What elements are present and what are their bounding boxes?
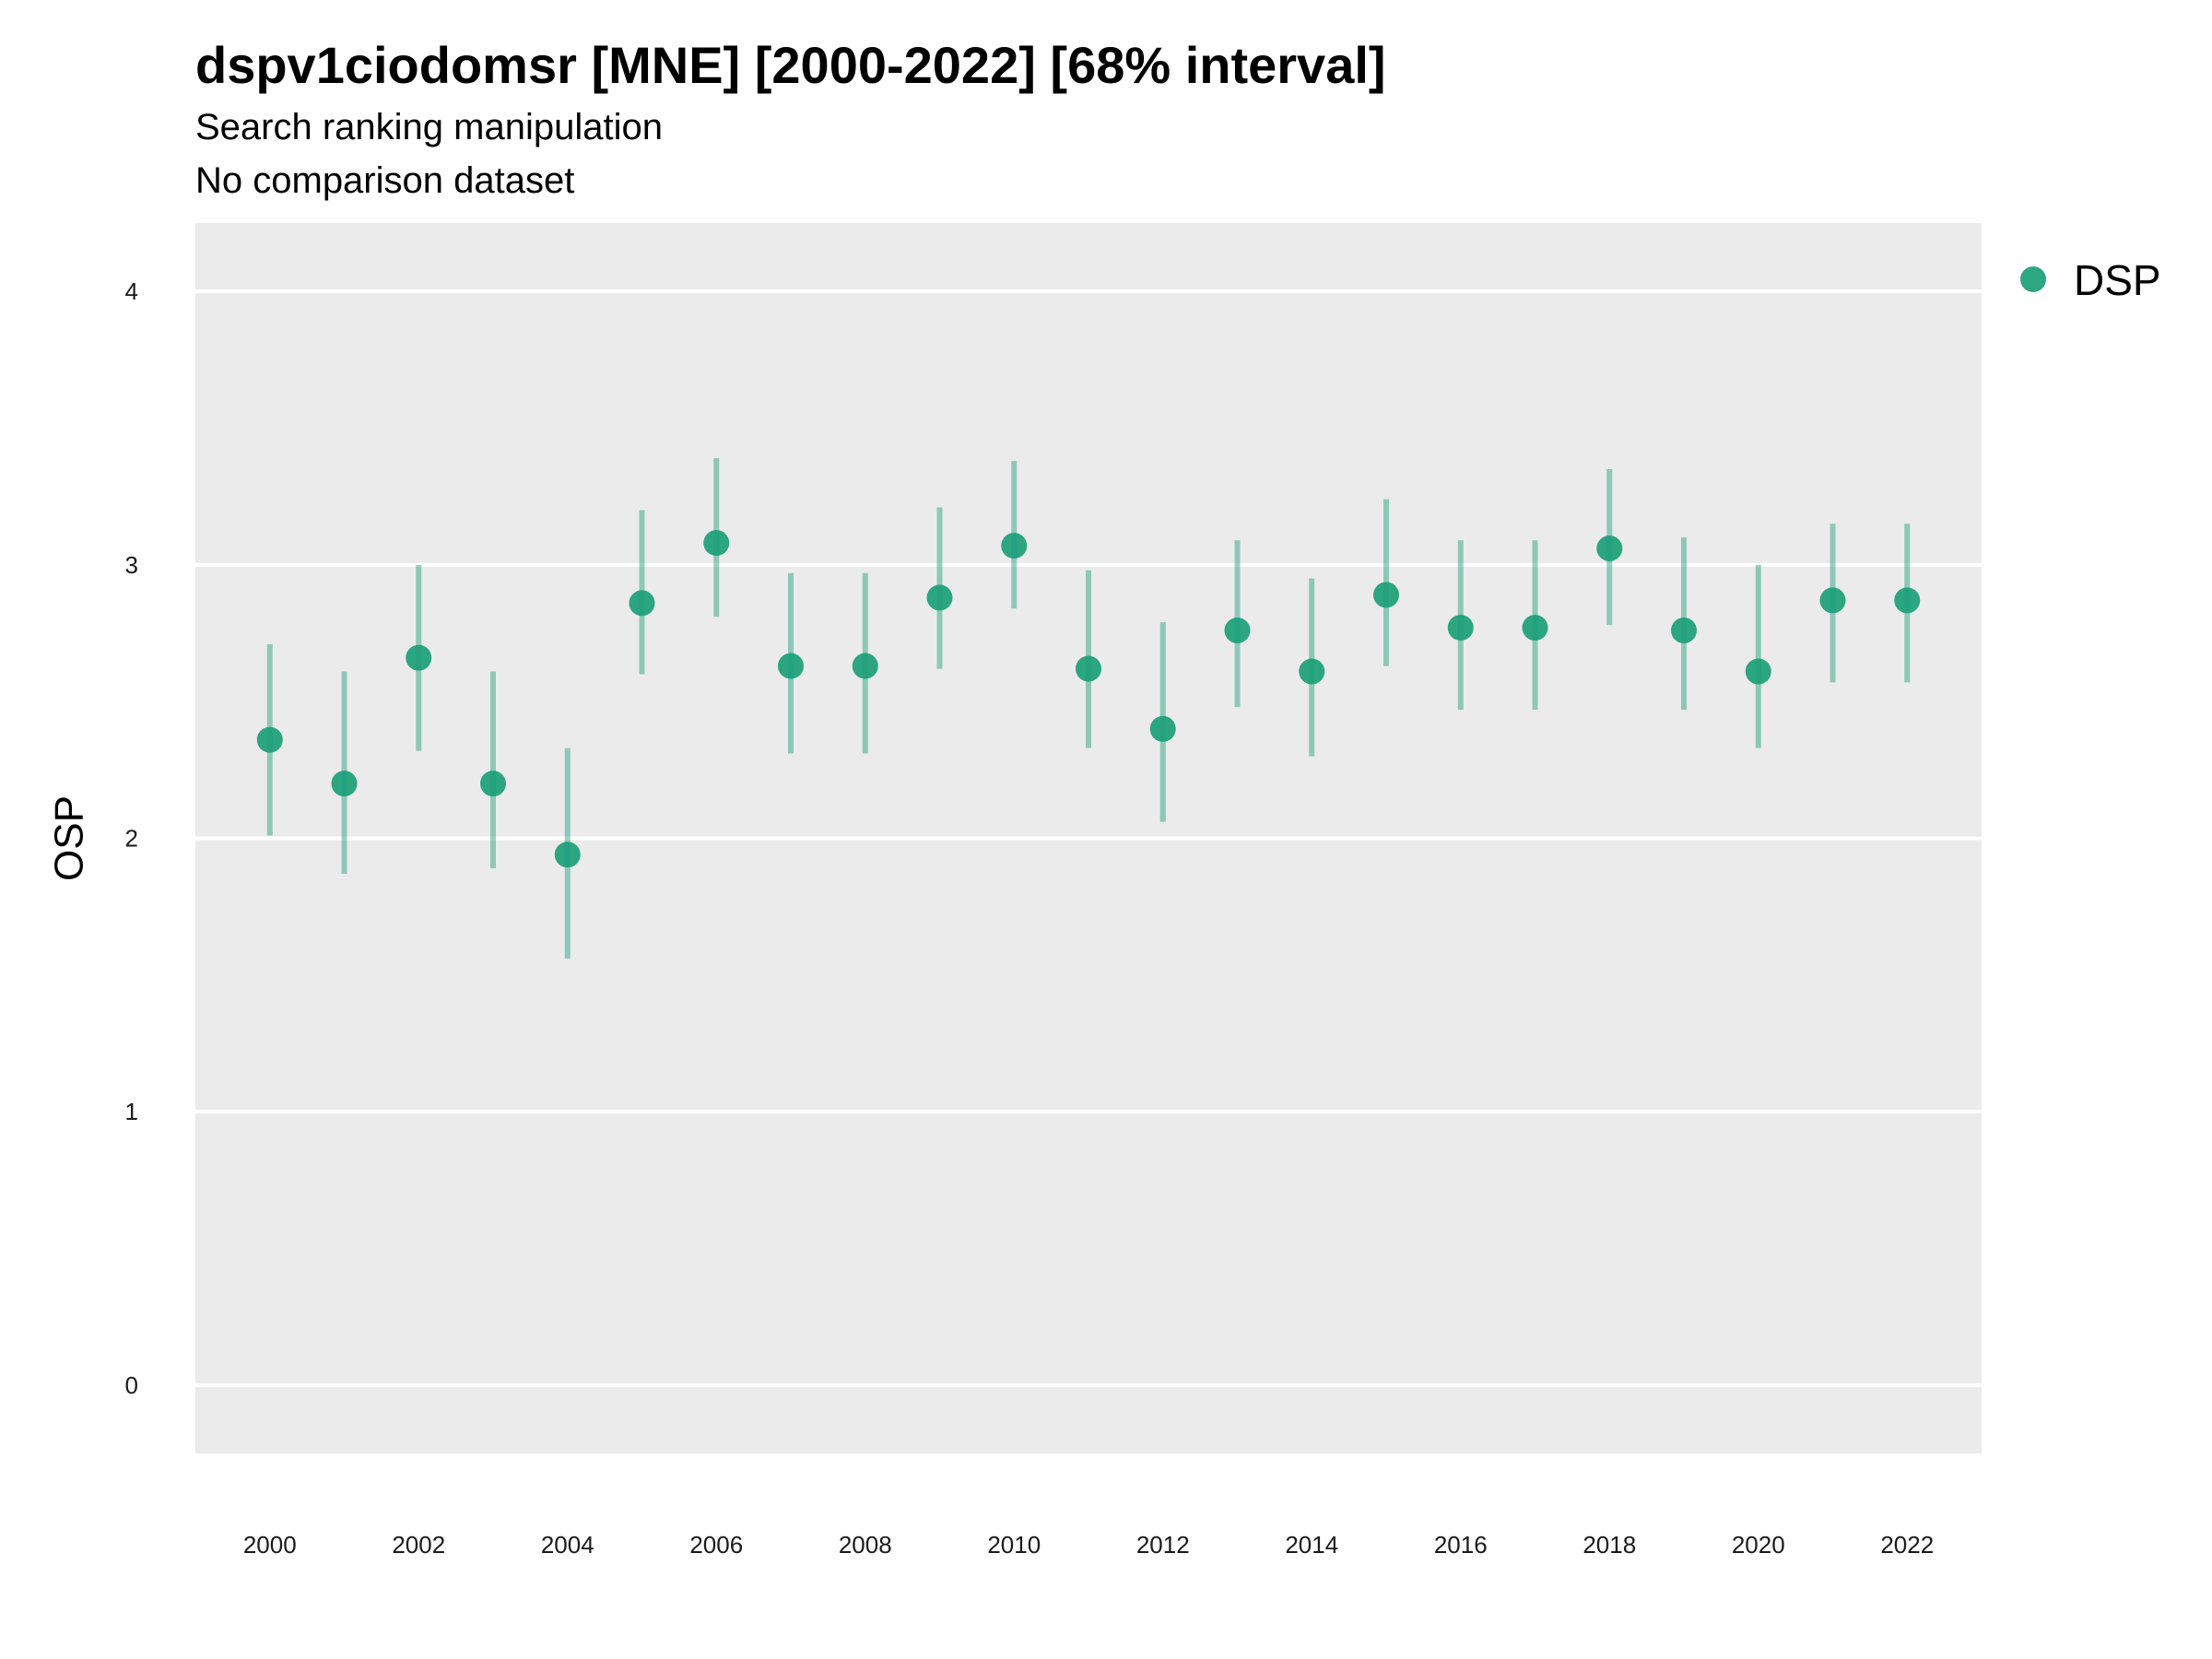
data-point-2020 [1745, 658, 1771, 685]
y-axis-label: OSP [47, 795, 92, 881]
y-tick-label-4: 4 [125, 277, 138, 305]
data-series [256, 458, 1921, 959]
x-axis-ticks: 2000 2002 2004 2006 2008 2010 2012 2014 2016 2018… [243, 1531, 1934, 1559]
data-point-2001 [331, 771, 358, 797]
data-point-2018 [1596, 535, 1623, 562]
legend-dot-dsp [2020, 266, 2046, 292]
data-point-2004 [554, 841, 581, 868]
data-point-2000 [256, 726, 283, 753]
data-point-2005 [629, 590, 655, 617]
x-tick-label-2004: 2004 [541, 1531, 594, 1559]
y-tick-label-1: 1 [125, 1098, 138, 1125]
y-tick-label-3: 3 [125, 551, 138, 579]
x-tick-label-2006: 2006 [689, 1531, 743, 1559]
y-tick-label-2: 2 [125, 825, 138, 853]
legend: DSP [2020, 256, 2161, 304]
y-tick-label-0: 0 [125, 1371, 138, 1399]
x-tick-label-2012: 2012 [1136, 1531, 1190, 1559]
data-point-2003 [480, 771, 506, 797]
x-tick-label-2008: 2008 [839, 1531, 892, 1559]
chart-subtitle: Search ranking manipulation [195, 107, 663, 147]
data-point-2010 [1001, 533, 1028, 559]
data-point-2008 [852, 653, 878, 679]
data-point-2021 [1819, 587, 1846, 614]
data-point-2002 [406, 644, 432, 671]
grid-lines [195, 289, 1982, 1387]
chart-title: dspv1ciodomsr [MNE] [2000-2022] [68% int… [195, 36, 1386, 94]
x-tick-label-2016: 2016 [1434, 1531, 1488, 1559]
data-point-2017 [1522, 615, 1548, 641]
x-tick-label-2020: 2020 [1732, 1531, 1785, 1559]
data-point-2012 [1149, 715, 1176, 742]
x-tick-label-2018: 2018 [1583, 1531, 1636, 1559]
data-point-2009 [926, 584, 953, 611]
data-point-2011 [1076, 655, 1101, 682]
x-tick-label-2002: 2002 [392, 1531, 445, 1559]
data-point-2013 [1224, 618, 1251, 644]
data-point-2014 [1299, 658, 1325, 685]
data-point-2015 [1373, 582, 1399, 608]
x-tick-label-2000: 2000 [243, 1531, 297, 1559]
x-tick-label-2014: 2014 [1285, 1531, 1338, 1559]
chart-caption: No comparison dataset [195, 160, 575, 201]
y-axis-ticks: 0 1 2 3 4 [125, 277, 138, 1399]
data-point-2019 [1671, 618, 1697, 644]
legend-label-dsp: DSP [2074, 256, 2161, 304]
x-tick-label-2010: 2010 [987, 1531, 1041, 1559]
data-point-2022 [1894, 587, 1921, 614]
data-point-2007 [778, 653, 804, 679]
data-point-2006 [703, 530, 730, 557]
data-point-2016 [1447, 615, 1474, 641]
x-tick-label-2022: 2022 [1880, 1531, 1934, 1559]
